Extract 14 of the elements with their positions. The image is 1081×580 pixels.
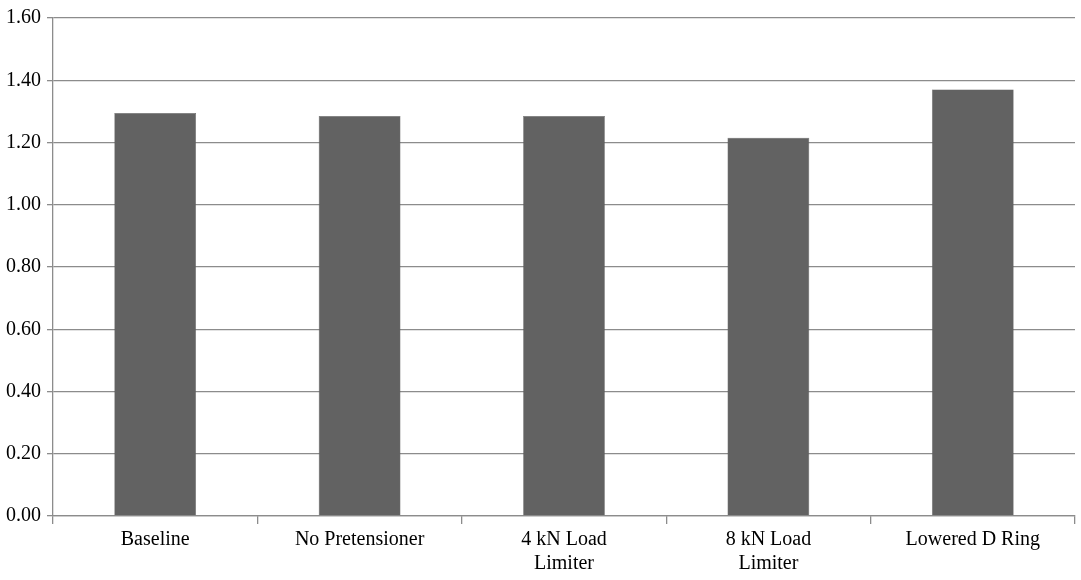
x-tick-label: 8 kN Load Limiter xyxy=(725,527,812,574)
y-tick-label: 0.60 xyxy=(6,316,41,339)
y-tick-label: 0.80 xyxy=(6,254,41,277)
y-tick-label: 1.60 xyxy=(6,5,41,28)
x-tick-label: No Pretensioner xyxy=(294,527,425,550)
y-tick-label: 1.40 xyxy=(6,67,41,90)
y-tick-label: 0.40 xyxy=(6,378,41,401)
x-tick-label: 4 kN Load Limiter xyxy=(521,527,607,574)
y-tick-label: 0.00 xyxy=(6,503,41,526)
y-tick-label: 0.20 xyxy=(6,441,41,463)
y-tick-label: 1.00 xyxy=(6,192,41,214)
y-tick-label: 1.20 xyxy=(6,129,41,152)
x-tick-label: Baseline xyxy=(120,527,190,550)
x-tick-label: Lowered D Ring xyxy=(905,527,1041,551)
